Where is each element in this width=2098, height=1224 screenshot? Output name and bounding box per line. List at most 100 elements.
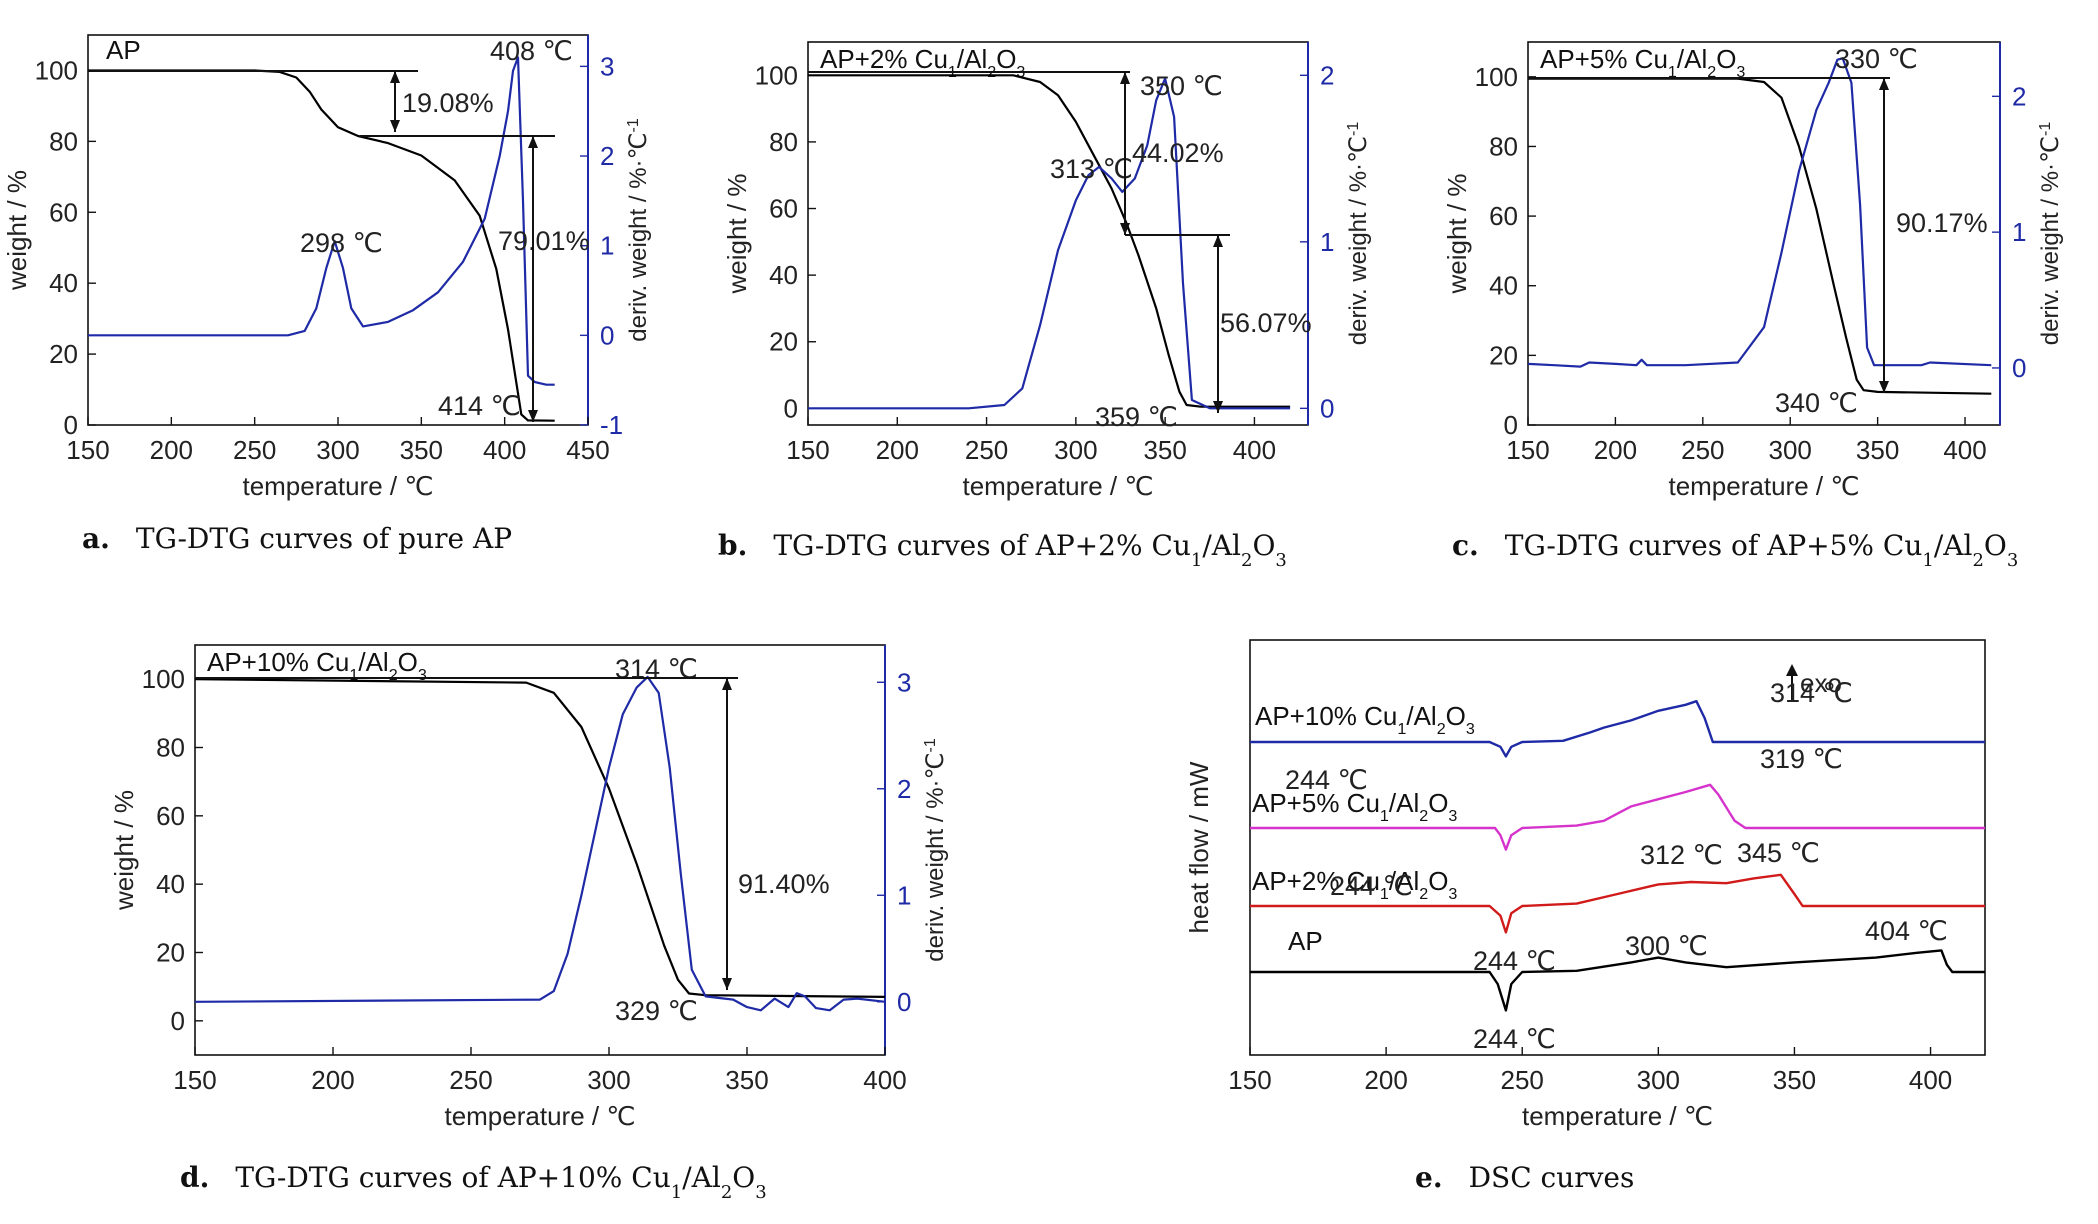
label-part-tail: O	[1428, 788, 1448, 818]
annotation-label: 79.01%	[498, 226, 590, 256]
arrow-head	[1120, 223, 1130, 235]
y-tick-label: 0	[784, 393, 798, 423]
panel-caption: a. TG-DTG curves of pure AP	[82, 522, 512, 555]
y-tick-label: 0	[1504, 410, 1518, 440]
annotation-label: 244 ℃	[1473, 1024, 1556, 1054]
y2-label-text: deriv. weight / %·℃	[922, 752, 949, 961]
caption-part-sub3: 3	[1275, 550, 1286, 571]
x-axis-label: temperature / ℃	[1522, 1101, 1713, 1131]
annotation-label: 244 ℃	[1285, 765, 1368, 795]
x-tick-label: 350	[725, 1065, 768, 1095]
plot-frame	[807, 41, 1309, 426]
y2-label-superscript: -1	[922, 738, 939, 752]
annotation-label: 404 ℃	[1865, 916, 1948, 946]
x-axis-label: temperature / ℃	[962, 471, 1153, 501]
caption-letter: c.	[1452, 529, 1479, 562]
x-tick-label: 200	[1594, 435, 1637, 465]
y2-tick-label: -1	[600, 410, 623, 440]
x-tick-label: 350	[400, 435, 443, 465]
y2-axis-label: deriv. weight / %·℃-1	[625, 118, 653, 342]
y2-tick-label: 0	[2012, 353, 2026, 383]
y-axis-label: weight / %	[109, 790, 139, 911]
caption-part-tail: O	[732, 1161, 755, 1194]
arrow-head	[722, 678, 732, 690]
annotation-label: 319 ℃	[1760, 744, 1843, 774]
label-part-sub1: 1	[349, 666, 358, 684]
annotation-label: 90.17%	[1896, 208, 1988, 238]
label-part-text: AP+10% Cu	[1255, 701, 1397, 731]
y2-tick-label: 0	[600, 320, 614, 350]
plot-frame	[1249, 639, 1986, 1056]
panel-e: 150 200 250 300 350 400 temperature / ℃ heat fl…	[1184, 639, 1986, 1194]
caption-part-sub2: 2	[1972, 550, 1983, 571]
tg-curve	[88, 69, 555, 422]
annotation-label: 56.07%	[1220, 308, 1312, 338]
dtg-curve	[88, 56, 555, 386]
x-tick-label: 150	[173, 1065, 216, 1095]
label-part-text: AP	[1288, 926, 1323, 956]
y-tick-label: 20	[1489, 340, 1518, 370]
x-tick-label: 250	[1501, 1065, 1544, 1095]
x-tick-label: 250	[233, 435, 276, 465]
label-part-text: AP+5% Cu	[1540, 44, 1668, 74]
x-tick-label: 400	[1943, 435, 1986, 465]
label-part-tail: O	[398, 647, 418, 677]
x-tick-label: 350	[1143, 435, 1186, 465]
label-part-text: AP+2% Cu	[820, 44, 948, 74]
y-tick-label: 100	[1475, 62, 1518, 92]
x-tick-label: 250	[1681, 435, 1724, 465]
x-tick-label: 350	[1773, 1065, 1816, 1095]
dsc-curve	[1250, 783, 1985, 851]
arrow-head	[390, 71, 400, 83]
annotation-label: 244 ℃	[1473, 946, 1556, 976]
y-tick-label: 100	[35, 55, 78, 85]
y-tick-label: 100	[755, 60, 798, 90]
caption-part-mid: /Al	[682, 1161, 721, 1194]
label-part-sub1: 1	[1380, 885, 1389, 903]
annotation-label: 244 ℃	[1330, 871, 1413, 901]
y2-tick-label: 2	[897, 774, 911, 804]
annotation-label: 19.08%	[402, 88, 494, 118]
y-axis-label: heat flow / mW	[1184, 761, 1214, 933]
plot-frame	[194, 644, 886, 1056]
y-tick-label: 0	[64, 410, 78, 440]
caption-text: TG-DTG curves of pure AP	[136, 522, 512, 555]
y2-tick-label: 1	[897, 880, 911, 910]
y-axis-label: weight / %	[1442, 174, 1472, 295]
tg-curve	[1528, 77, 1992, 395]
caption-part-tail: O	[1984, 529, 2007, 562]
caption-part-sub3: 3	[2007, 550, 2018, 571]
y2-axis-label: deriv. weight / %·℃-1	[2037, 122, 2065, 346]
panel-caption: c. TG-DTG curves of AP+5% Cu1/Al2O3	[1452, 529, 2018, 571]
y-axis-label: weight / %	[2, 170, 32, 291]
y2-axis-label: deriv. weight / %·℃-1	[922, 738, 950, 962]
caption-part-mid: /Al	[1934, 529, 1973, 562]
caption-letter: b.	[718, 529, 747, 562]
dtg-curve	[808, 77, 1291, 410]
label-part-sub3: 3	[1736, 63, 1745, 81]
y2-label-text: deriv. weight / %·℃	[625, 132, 652, 341]
y2-label-text: deriv. weight / %·℃	[1345, 136, 1372, 345]
y2-tick-label: 3	[600, 51, 614, 81]
y-tick-label: 20	[49, 339, 78, 369]
y-tick-label: 40	[49, 268, 78, 298]
y2-label-superscript: -1	[625, 118, 642, 132]
dsc-curve	[1250, 949, 1985, 1012]
y2-tick-label: 1	[600, 231, 614, 261]
y-tick-label: 20	[156, 938, 185, 968]
annotation-label: 345 ℃	[1737, 838, 1820, 868]
label-part-tail: O	[1716, 44, 1736, 74]
x-tick-label: 250	[449, 1065, 492, 1095]
y-tick-label: 60	[49, 197, 78, 227]
caption-part-sub3: 3	[755, 1182, 766, 1203]
annotation-label: 91.40%	[738, 869, 830, 899]
y2-label-superscript: -1	[1345, 122, 1362, 136]
caption-part-tail: O	[1252, 529, 1275, 562]
caption-text: TG-DTG curves of AP+5% Cu	[1505, 529, 1923, 562]
annotation-label: 313 ℃	[1050, 154, 1133, 184]
x-tick-label: 300	[1054, 435, 1097, 465]
y-tick-label: 60	[1489, 201, 1518, 231]
x-tick-label: 400	[863, 1065, 906, 1095]
